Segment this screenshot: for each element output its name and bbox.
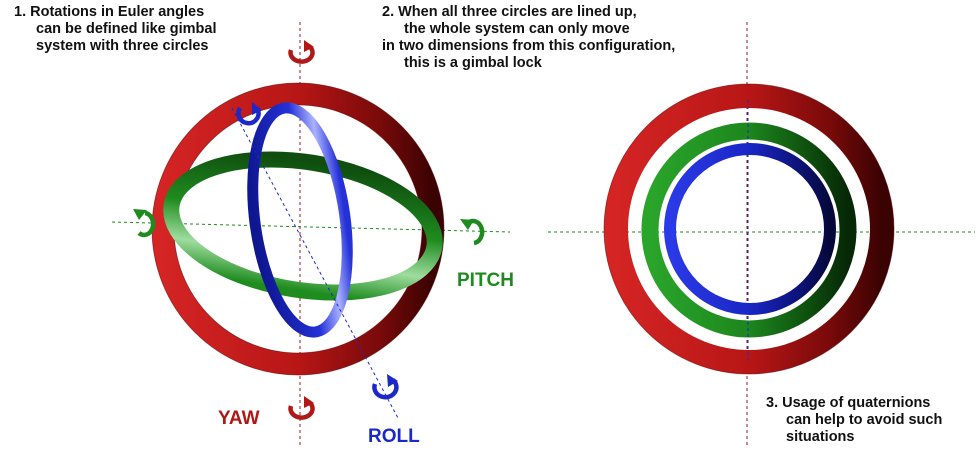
note-quaternions: 3. Usage of quaternions can help to avoi… [766,395,942,446]
roll-label: ROLL [368,426,420,447]
pitch-rotate-left-icon [133,209,156,238]
note-line: can be defined like gimbal [36,21,217,37]
roll-rotate-bottom-icon [372,374,399,400]
note-line: 3. Usage of quaternions [766,395,931,411]
yaw-ring-right [604,84,894,374]
note-line: 1. Rotations in Euler angles [14,4,205,20]
pitch-rotate-right-icon [460,218,485,246]
note-line: can help to avoid such [786,412,943,428]
yaw-label: YAW [218,408,260,429]
note-line: in two dimensions from this configuratio… [382,38,676,54]
yaw-rotate-bottom-icon [288,396,315,420]
note-line: situations [786,429,855,445]
note-euler-angles: 1. Rotations in Euler angles can be defi… [14,4,217,55]
pitch-ring-right [641,122,857,338]
note-line: system with three circles [36,38,209,54]
pitch-ring-left [163,151,443,301]
note-gimbal-lock: 2. When all three circles are lined up, … [382,4,675,72]
pitch-label: PITCH [457,270,514,291]
note-line: 2. When all three circles are lined up, [382,4,637,20]
gimbal-left: YAW PITCH ROLL [111,22,514,447]
yaw-rotate-top-icon [288,40,315,64]
roll-ring-left [247,102,353,338]
note-line: the whole system can only move [404,21,630,37]
roll-axis-left [231,107,399,419]
note-line: this is a gimbal lock [404,55,542,71]
gimbal-right [548,22,975,445]
roll-rotate-top-icon [236,102,262,126]
roll-ring-right [664,143,836,315]
